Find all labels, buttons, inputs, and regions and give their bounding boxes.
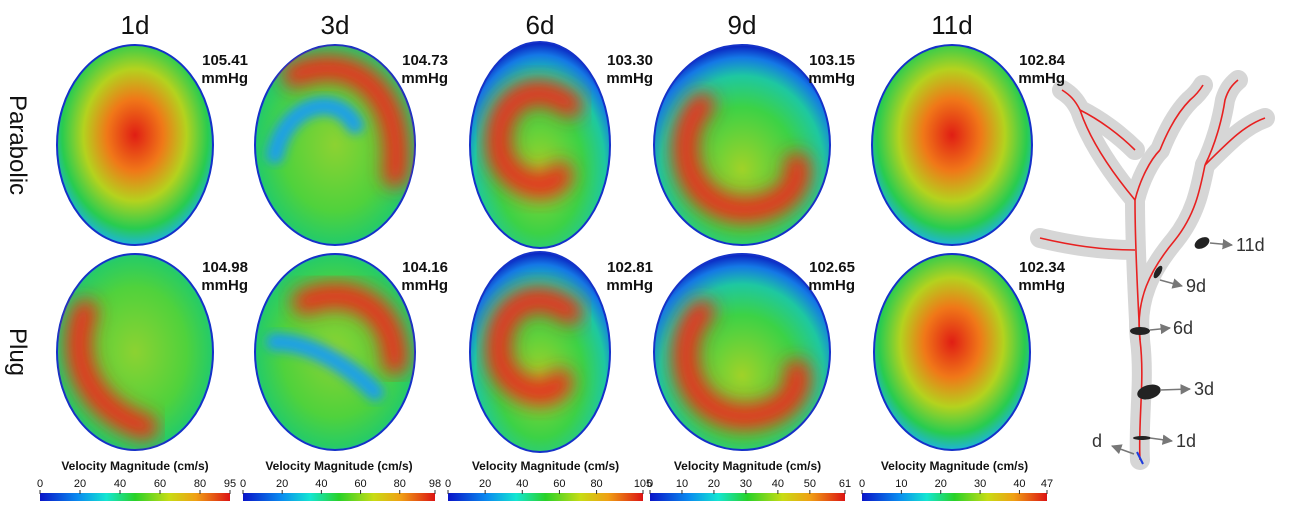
vessel-tree: 11d 9d 6d 3d 1d d — [1040, 80, 1265, 464]
colorbar — [448, 493, 643, 501]
colorbar — [862, 493, 1047, 501]
colorbar-tick-label: 0 — [240, 478, 246, 490]
pressure-value: 103.15 — [809, 52, 855, 69]
velocity-map — [255, 254, 415, 450]
section — [874, 254, 1030, 450]
colorbar-tick-label: 20 — [479, 478, 491, 490]
vessel-label: 3d — [1194, 379, 1214, 399]
pressure-unit: mmHg — [606, 70, 653, 87]
column-header: 3d — [321, 10, 350, 40]
vessel-label: 9d — [1186, 276, 1206, 296]
section — [872, 45, 1032, 245]
colorbar-tick-label: 98 — [429, 478, 441, 490]
colorbar-tick-label: 0 — [647, 478, 653, 490]
colorbar-tick-label: 61 — [839, 478, 851, 490]
vessel-label: 11d — [1236, 235, 1265, 255]
colorbar-tick-label: 47 — [1041, 478, 1053, 490]
colorbar-tick-label: 50 — [804, 478, 816, 490]
pressure-value: 102.34 — [1019, 259, 1066, 276]
colorbar-tick-label: 40 — [516, 478, 528, 490]
colorbar-tick-label: 10 — [895, 478, 907, 490]
pressure-unit: mmHg — [808, 70, 855, 87]
colorbar-tick-label: 40 — [772, 478, 784, 490]
colorbar-tick-label: 30 — [740, 478, 752, 490]
colorbar-tick-label: 80 — [194, 478, 206, 490]
colorbar-tick-label: 20 — [276, 478, 288, 490]
velocity-map — [57, 254, 213, 450]
pressure-value: 105.41 — [202, 52, 248, 69]
colorbar-tick-label: 95 — [224, 478, 236, 490]
colorbar-tick-label: 0 — [445, 478, 451, 490]
row-label: Parabolic — [4, 95, 31, 195]
colorbar — [650, 493, 845, 501]
vessel-label: d — [1092, 431, 1102, 451]
pressure-value: 103.30 — [607, 52, 653, 69]
pressure-unit: mmHg — [201, 277, 248, 294]
section — [57, 45, 213, 245]
colorbar-title: Velocity Magnitude (cm/s) — [61, 459, 208, 473]
colorbar-title: Velocity Magnitude (cm/s) — [472, 459, 619, 473]
pressure-value: 102.81 — [607, 259, 653, 276]
colorbar-tick-label: 40 — [1013, 478, 1025, 490]
colorbar-tick-label: 60 — [553, 478, 565, 490]
colorbar-tick-label: 60 — [154, 478, 166, 490]
figure: 11d 9d 6d 3d 1d d 1d 3d 6d 9d 11d Parabolic Pl… — [0, 0, 1309, 503]
column-header: 9d — [728, 10, 757, 40]
velocity-map — [654, 45, 830, 245]
pressure-unit: mmHg — [401, 277, 448, 294]
velocity-map — [872, 45, 1032, 245]
column-header: 11d — [931, 10, 972, 40]
vessel-label: 6d — [1173, 318, 1193, 338]
velocity-map — [470, 42, 610, 248]
pressure-unit: mmHg — [808, 277, 855, 294]
colorbar-tick-label: 40 — [315, 478, 327, 490]
velocity-map — [654, 254, 830, 450]
pressure-unit: mmHg — [606, 277, 653, 294]
pressure-value: 102.84 — [1019, 52, 1066, 69]
column-header: 6d — [526, 10, 555, 40]
colorbar-tick-label: 30 — [974, 478, 986, 490]
colorbar-tick-label: 10 — [676, 478, 688, 490]
column-header: 1d — [121, 10, 150, 40]
colorbar-tick-label: 20 — [74, 478, 86, 490]
pressure-unit: mmHg — [1018, 70, 1065, 87]
colorbar-tick-label: 0 — [37, 478, 43, 490]
colorbar-tick-label: 20 — [935, 478, 947, 490]
colorbar-tick-label: 40 — [114, 478, 126, 490]
velocity-map — [470, 252, 610, 452]
vessel-label: 1d — [1176, 431, 1196, 451]
colorbar-tick-label: 20 — [708, 478, 720, 490]
row-label: Plug — [4, 328, 31, 376]
pressure-value: 104.73 — [402, 52, 448, 69]
velocity-map — [255, 45, 415, 245]
pressure-unit: mmHg — [1018, 277, 1065, 294]
colorbar-tick-label: 60 — [354, 478, 366, 490]
colorbar-title: Velocity Magnitude (cm/s) — [881, 459, 1028, 473]
pressure-value: 104.98 — [202, 259, 248, 276]
colorbar-title: Velocity Magnitude (cm/s) — [674, 459, 821, 473]
pressure-unit: mmHg — [401, 70, 448, 87]
pressure-value: 102.65 — [809, 259, 855, 276]
colorbar-tick-label: 80 — [590, 478, 602, 490]
colorbar — [40, 493, 230, 501]
colorbar-tick-label: 80 — [394, 478, 406, 490]
velocity-map — [57, 45, 213, 245]
colorbar-tick-label: 0 — [859, 478, 865, 490]
colorbar-title: Velocity Magnitude (cm/s) — [265, 459, 412, 473]
colorbar — [243, 493, 435, 501]
pressure-value: 104.16 — [402, 259, 448, 276]
pressure-unit: mmHg — [201, 70, 248, 87]
velocity-map — [874, 254, 1030, 450]
